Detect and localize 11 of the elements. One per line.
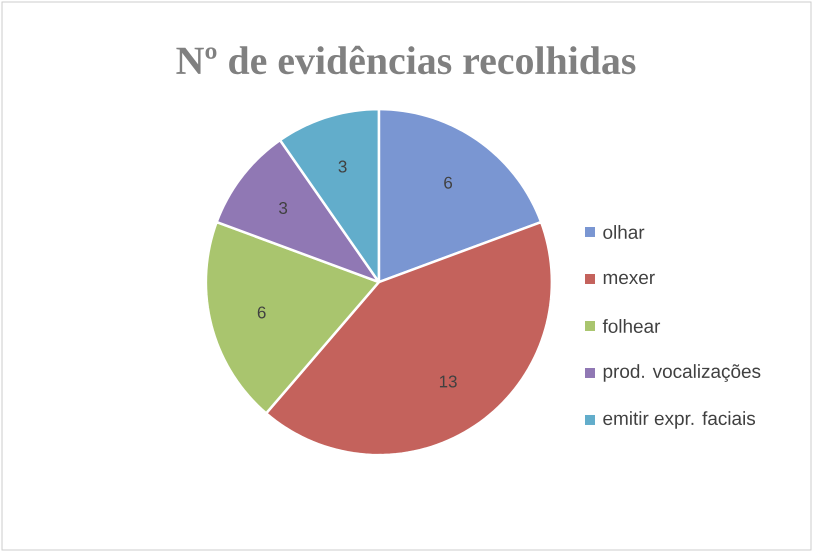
legend-label: mexer	[604, 274, 655, 284]
legend-label: olhar	[603, 225, 644, 239]
data-label: 3	[338, 160, 347, 173]
data-label: 13	[440, 375, 457, 388]
chart-title: Nº de evidências recolhidas	[176, 46, 636, 74]
data-label: 3	[279, 202, 288, 214]
legend-label: prod. vocalizações	[604, 364, 760, 382]
data-label: 6	[258, 306, 266, 318]
legend-label: emitir expr. faciais	[603, 411, 756, 429]
data-label: 6	[444, 176, 452, 189]
legend-label: folhear	[602, 319, 660, 333]
